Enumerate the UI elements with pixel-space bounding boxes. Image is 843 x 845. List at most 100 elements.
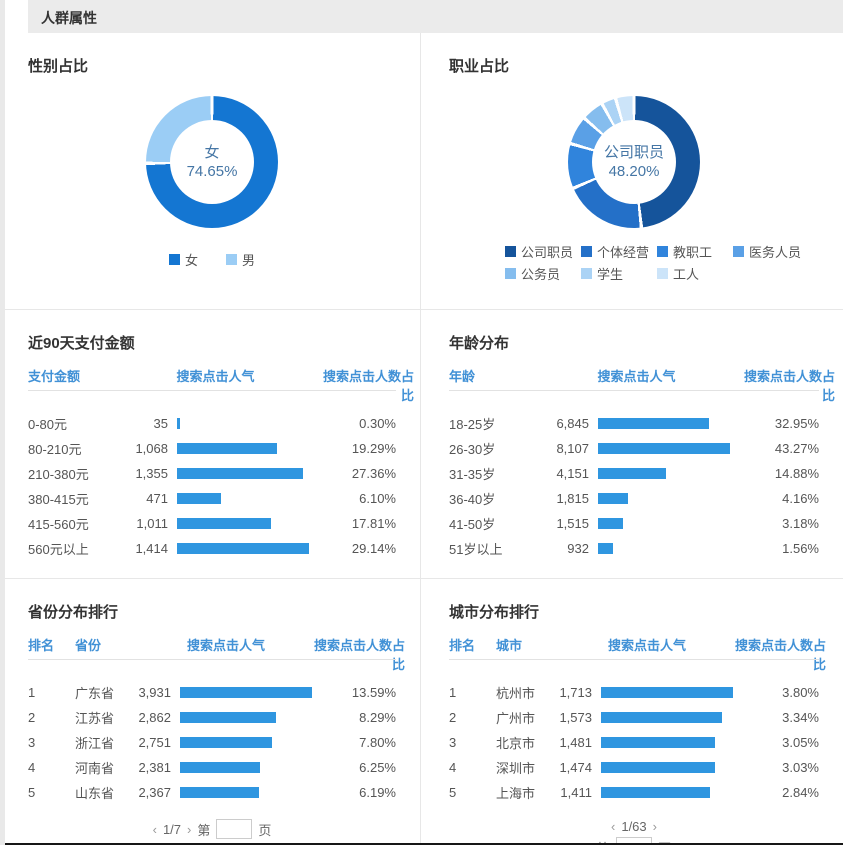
legend-label: 教职工 (673, 245, 713, 260)
legend-swatch (733, 246, 744, 257)
city-section: 城市分布排行 排名 城市 搜索点击人气 搜索点击人数占比 1 杭州市 1,713 3.… (421, 579, 843, 843)
column-header-province[interactable]: 省份 (75, 638, 102, 653)
page-left-edge (0, 0, 5, 845)
label-cell: 26-30岁 (449, 442, 496, 457)
column-header-popularity[interactable]: 搜索点击人气 (607, 638, 686, 653)
page-indicator: 1/7 (162, 821, 182, 837)
label-cell: 杭州市 (496, 686, 536, 701)
label-cell: 0-80元 (28, 417, 68, 432)
next-page-button[interactable]: › (652, 819, 657, 834)
label-cell: 上海市 (496, 786, 536, 801)
table-row: 210-380元 1,355 27.36% (28, 461, 396, 486)
value-cell: 471 (146, 491, 168, 506)
prev-page-button[interactable]: ‹ (611, 819, 616, 834)
legend-item[interactable]: 工人 (657, 264, 733, 283)
percent-cell: 6.10% (359, 491, 396, 506)
table-row: 31-35岁 4,151 14.88% (449, 461, 819, 486)
bar (601, 687, 733, 698)
page-number-input[interactable] (616, 837, 652, 843)
column-header-popularity[interactable]: 搜索点击人气 (597, 369, 676, 384)
table-row: 3 浙江省 2,751 7.80% (28, 730, 396, 755)
bar (601, 787, 710, 798)
column-header-percentage[interactable]: 搜索点击人数占比 (734, 638, 826, 672)
gender-donut-center: 女 74.65% (170, 120, 254, 204)
legend-item[interactable]: 男 (226, 250, 255, 269)
legend-item[interactable]: 学生 (581, 264, 657, 283)
city-pager-line1: ‹ 1/63 › (611, 819, 657, 834)
column-header-percentage[interactable]: 搜索点击人数占比 (322, 369, 414, 403)
legend-item[interactable]: 公司职员 (505, 242, 581, 261)
payment-section-title: 近90天支付金额 (28, 335, 135, 352)
value-cell: 932 (567, 541, 589, 556)
column-header-percentage[interactable]: 搜索点击人数占比 (313, 638, 405, 672)
bar-cell (594, 493, 742, 504)
legend-item[interactable]: 公务员 (505, 264, 581, 283)
percent-cell: 3.05% (782, 735, 819, 750)
legend-label: 个体经营 (597, 245, 650, 260)
age-section-title: 年龄分布 (449, 335, 510, 352)
bar (177, 418, 181, 429)
label-cell: 415-560元 (28, 517, 89, 532)
column-header-rank[interactable]: 排名 (449, 638, 476, 653)
legend-swatch (581, 268, 592, 279)
percent-cell: 6.19% (359, 785, 396, 800)
label-cell: 深圳市 (496, 761, 536, 776)
column-header-city[interactable]: 城市 (496, 638, 523, 653)
occupation-legend: 公司职员 个体经营 教职工 医务人员公务员 学生 工人 (505, 242, 827, 286)
bar (177, 493, 221, 504)
bar (177, 543, 309, 554)
table-row: 0-80元 35 0.30% (28, 411, 396, 436)
bar (601, 737, 716, 748)
percent-cell: 14.88% (774, 466, 819, 481)
bar-cell (173, 518, 321, 529)
table-row: 80-210元 1,068 19.29% (28, 436, 396, 461)
legend-item[interactable]: 医务人员 (733, 242, 809, 261)
label-cell: 560元以上 (28, 542, 89, 557)
legend-item[interactable]: 个体经营 (581, 242, 657, 261)
gender-section: 性别占比 女 74.65% 女男 (0, 33, 421, 310)
percent-cell: 32.95% (774, 416, 819, 431)
legend-label: 公务员 (521, 267, 561, 282)
donut-center-value: 74.65% (186, 163, 238, 180)
percent-cell: 19.29% (351, 441, 396, 456)
table-row: 560元以上 1,414 29.14% (28, 536, 396, 561)
bar-cell (594, 443, 742, 454)
bar-cell (597, 737, 745, 748)
column-header-percentage[interactable]: 搜索点击人数占比 (743, 369, 835, 403)
column-header-payment-range[interactable]: 支付金额 (28, 369, 81, 384)
legend-label: 工人 (673, 267, 700, 282)
table-row: 1 杭州市 1,713 3.80% (449, 680, 819, 705)
column-header-rank[interactable]: 排名 (28, 638, 55, 653)
legend-swatch (505, 246, 516, 257)
next-page-button[interactable]: › (187, 821, 192, 837)
legend-item[interactable]: 女 (168, 250, 198, 269)
value-cell: 35 (153, 416, 168, 431)
bar-cell (594, 418, 742, 429)
label-cell: 210-380元 (28, 467, 89, 482)
label-cell: 80-210元 (28, 442, 82, 457)
bar (180, 762, 260, 773)
province-table-header: 排名 省份 搜索点击人气 搜索点击人数占比 (28, 636, 405, 672)
value-cell: 4,151 (556, 466, 589, 481)
percent-cell: 3.03% (782, 760, 819, 775)
percent-cell: 6.25% (359, 760, 396, 775)
column-header-popularity[interactable]: 搜索点击人气 (186, 638, 265, 653)
donut-center-value: 48.20% (608, 163, 660, 180)
legend-item[interactable]: 教职工 (657, 242, 733, 261)
value-cell: 1,011 (136, 516, 168, 531)
value-cell: 2,751 (138, 735, 171, 750)
label-cell: 北京市 (496, 736, 536, 751)
value-cell: 6,845 (556, 416, 589, 431)
column-header-age[interactable]: 年龄 (449, 369, 476, 384)
legend-swatch (657, 268, 668, 279)
prev-page-button[interactable]: ‹ (152, 821, 157, 837)
bar (180, 687, 312, 698)
bar-cell (597, 687, 745, 698)
rank-cell: 4 (28, 760, 36, 775)
table-row: 18-25岁 6,845 32.95% (449, 411, 819, 436)
table-row: 415-560元 1,011 17.81% (28, 511, 396, 536)
bar-cell (176, 787, 324, 798)
age-section: 年龄分布 年龄 搜索点击人气 搜索点击人数占比 18-25岁 6,845 32.95… (421, 310, 843, 579)
column-header-popularity[interactable]: 搜索点击人气 (176, 369, 255, 384)
page-number-input[interactable] (216, 819, 253, 839)
